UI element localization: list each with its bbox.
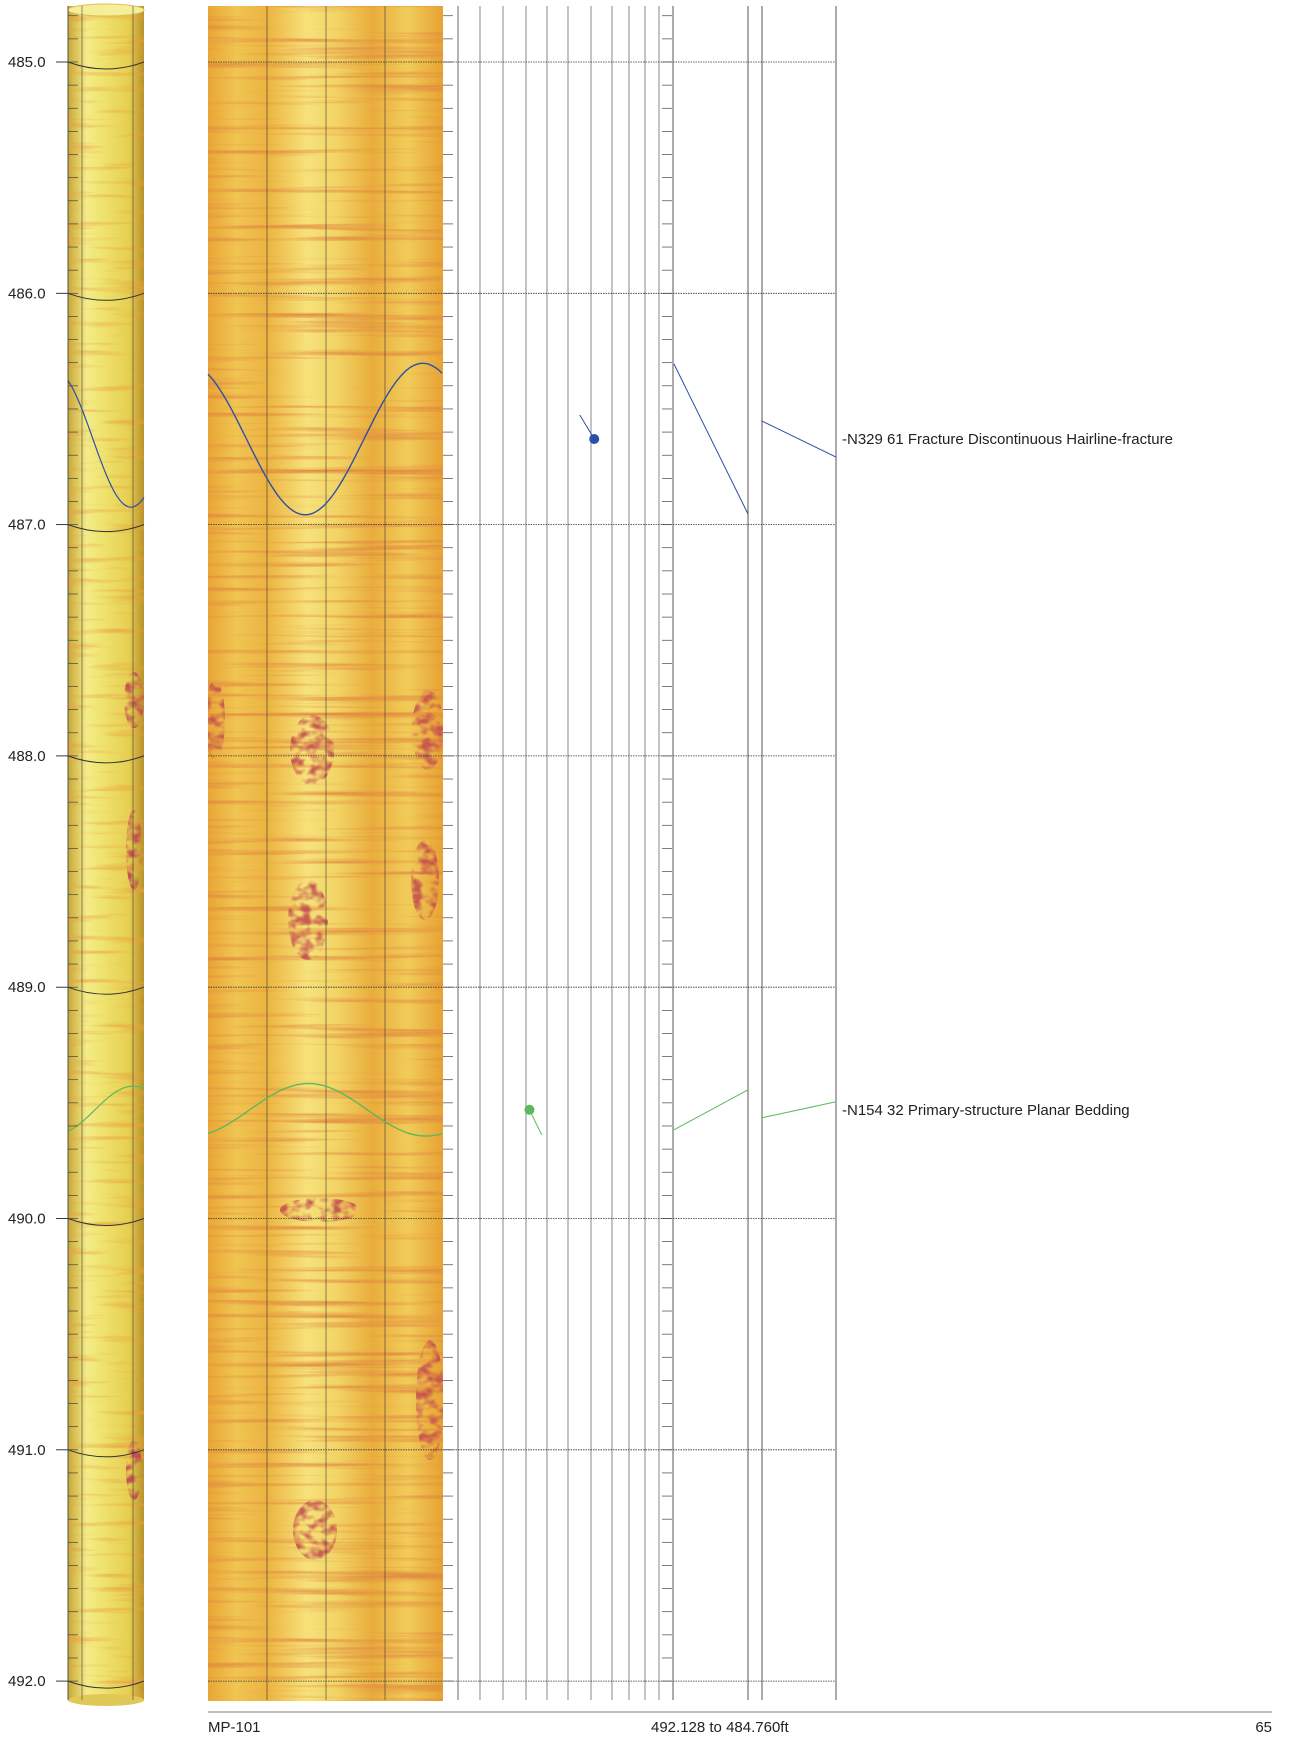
- dip-projection-panel: [672, 6, 837, 1700]
- unrolled-image-log: [207, 6, 443, 1701]
- feature-label: -N154 32 Primary-structure Planar Beddin…: [842, 1102, 1130, 1119]
- depth-label: 487.0: [8, 517, 46, 534]
- dip-projection-line: [673, 1089, 749, 1131]
- depth-gridlines: [56, 61, 836, 1682]
- depth-label: 486.0: [8, 285, 46, 302]
- depth-label: 491.0: [8, 1442, 46, 1459]
- feature-sinusoid: [207, 1082, 443, 1137]
- feature-core-trace: [67, 1085, 145, 1132]
- tadpole-dot: [524, 1104, 535, 1115]
- feature-sinusoid: [207, 362, 443, 516]
- well-name: MP-101: [208, 1719, 261, 1736]
- depth-label: 489.0: [8, 979, 46, 996]
- page-number: 65: [1255, 1719, 1272, 1736]
- dip-projection-line: [673, 363, 749, 515]
- depth-label: 492.0: [8, 1673, 46, 1690]
- tadpole-dot: [589, 434, 600, 445]
- virtual-core-image: [67, 3, 145, 1706]
- dip-projection-line: [761, 420, 837, 458]
- feature-annotations: -N329 61 Fracture Discontinuous Hairline…: [842, 431, 1173, 1119]
- footer: MP-101 492.128 to 484.760ft 65: [208, 1711, 1272, 1736]
- dip-projection-line: [761, 1101, 837, 1119]
- depth-label: 485.0: [8, 54, 46, 71]
- depth-label: 488.0: [8, 748, 46, 765]
- feature-core-trace: [67, 380, 145, 508]
- feature-label: -N329 61 Fracture Discontinuous Hairline…: [842, 431, 1173, 448]
- tadpole-panel: [457, 6, 660, 1700]
- depth-label: 490.0: [8, 1211, 46, 1228]
- depth-scale: 485.0 486.0 487.0 488.0 489.0 490.0 491.0 492.0: [8, 6, 672, 1700]
- depth-range-label: 492.128 to 484.760ft: [651, 1719, 789, 1736]
